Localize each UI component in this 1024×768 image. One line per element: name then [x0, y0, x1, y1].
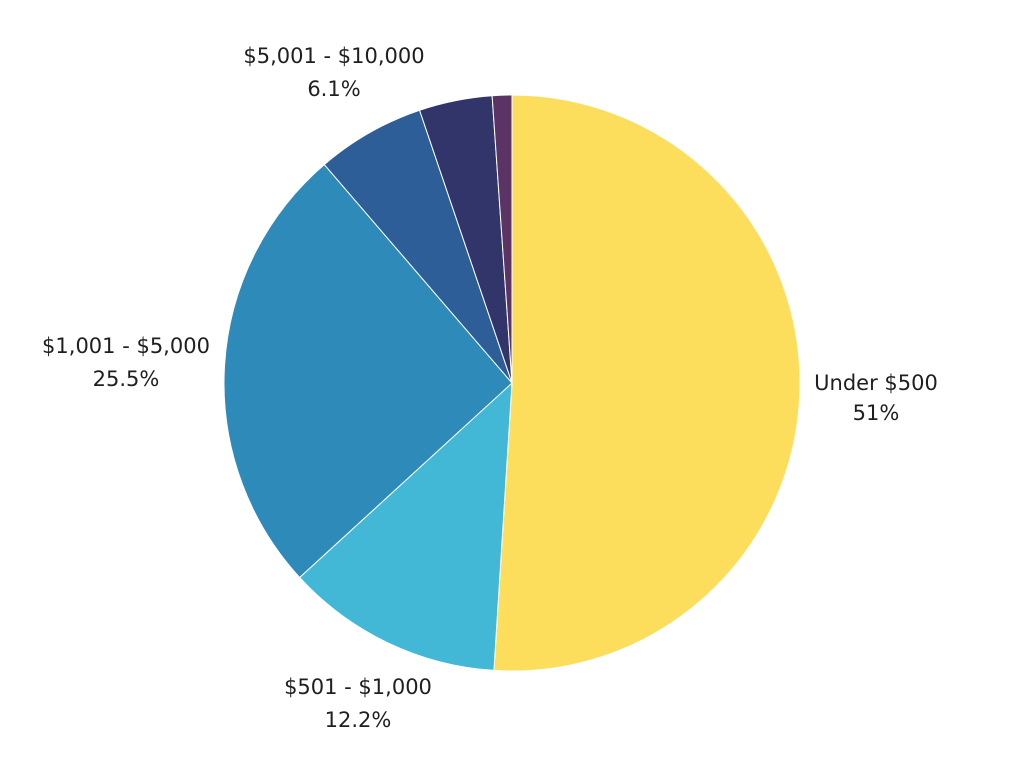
pie-slice-5 [491, 94, 513, 384]
slice-label-category: $1,001 - $5,000 [42, 334, 210, 358]
slice-label-category: Under $500 [814, 371, 938, 395]
slice-label-percent: 51% [853, 401, 900, 425]
slice-label-percent: 12.2% [325, 708, 392, 732]
pie-slices [223, 94, 801, 672]
slice-label-category: $5,001 - $10,000 [243, 44, 424, 68]
pie-slice-0 [493, 94, 801, 672]
slice-label-category: $501 - $1,000 [284, 675, 432, 699]
pie-slice-2 [223, 163, 513, 579]
slice-label-percent: 6.1% [307, 77, 360, 101]
slice-label-percent: 25.5% [93, 367, 160, 391]
slice-labels: Under $500 51% $501 - $1,000 12.2% $1,001 - … [42, 44, 938, 732]
pie-slice-1 [298, 381, 513, 671]
